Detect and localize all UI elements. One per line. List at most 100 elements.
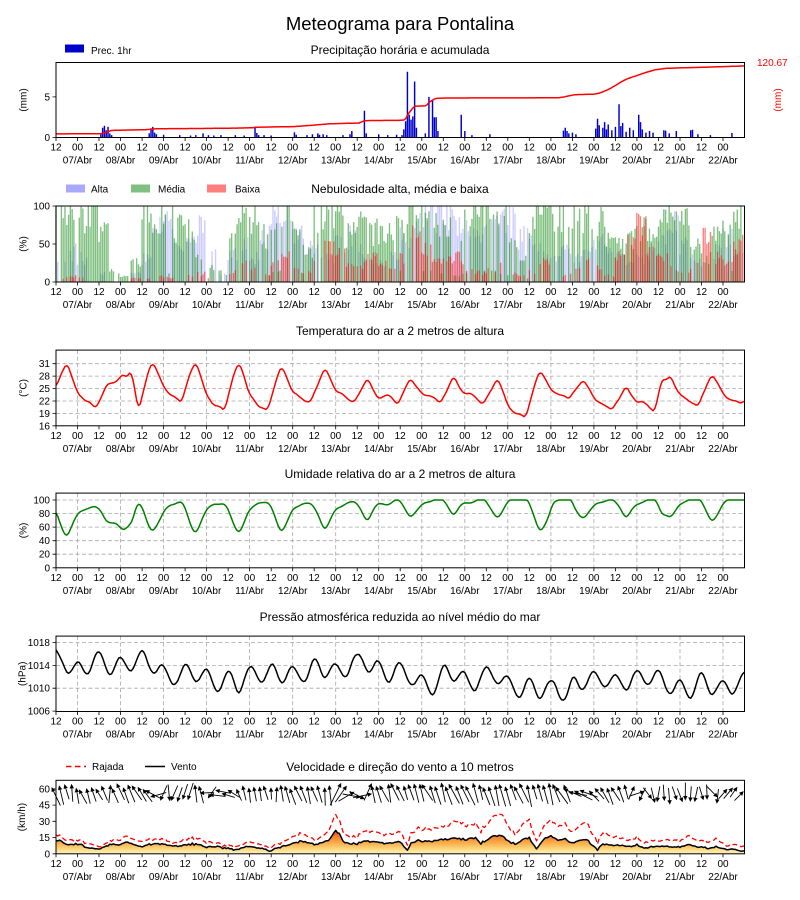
svg-text:00: 00 bbox=[631, 859, 643, 870]
svg-text:120.67: 120.67 bbox=[757, 58, 788, 69]
svg-text:00: 00 bbox=[588, 143, 600, 154]
svg-text:(hPa): (hPa) bbox=[18, 662, 29, 686]
svg-text:12: 12 bbox=[309, 431, 321, 442]
svg-text:12: 12 bbox=[180, 431, 192, 442]
svg-text:13/Abr: 13/Abr bbox=[321, 586, 351, 597]
svg-text:17/Abr: 17/Abr bbox=[493, 300, 523, 311]
svg-text:12: 12 bbox=[352, 573, 364, 584]
svg-text:100: 100 bbox=[33, 496, 50, 507]
svg-text:Vento: Vento bbox=[171, 762, 197, 773]
svg-text:00: 00 bbox=[631, 573, 643, 584]
svg-text:00: 00 bbox=[158, 431, 170, 442]
svg-text:10/Abr: 10/Abr bbox=[192, 730, 222, 741]
svg-text:09/Abr: 09/Abr bbox=[149, 586, 179, 597]
svg-text:12: 12 bbox=[610, 717, 622, 728]
svg-text:0: 0 bbox=[44, 849, 50, 860]
svg-text:10/Abr: 10/Abr bbox=[192, 300, 222, 311]
svg-text:21/Abr: 21/Abr bbox=[665, 444, 695, 455]
svg-text:09/Abr: 09/Abr bbox=[149, 730, 179, 741]
svg-text:Média: Média bbox=[158, 185, 186, 196]
svg-text:12: 12 bbox=[524, 431, 536, 442]
svg-text:12: 12 bbox=[653, 287, 665, 298]
svg-text:Prec. 1hr: Prec. 1hr bbox=[91, 46, 132, 57]
svg-text:14/Abr: 14/Abr bbox=[364, 872, 394, 883]
svg-text:00: 00 bbox=[631, 287, 643, 298]
svg-text:11/Abr: 11/Abr bbox=[235, 444, 264, 455]
svg-text:12: 12 bbox=[696, 573, 708, 584]
svg-text:12: 12 bbox=[696, 859, 708, 870]
svg-text:12: 12 bbox=[395, 287, 407, 298]
svg-text:18/Abr: 18/Abr bbox=[536, 730, 566, 741]
svg-text:00: 00 bbox=[459, 287, 471, 298]
svg-text:00: 00 bbox=[674, 143, 686, 154]
svg-text:17/Abr: 17/Abr bbox=[493, 156, 523, 167]
svg-text:11/Abr: 11/Abr bbox=[235, 586, 264, 597]
svg-text:12: 12 bbox=[481, 859, 493, 870]
svg-text:00: 00 bbox=[115, 717, 127, 728]
svg-text:12: 12 bbox=[137, 431, 149, 442]
svg-text:00: 00 bbox=[459, 573, 471, 584]
svg-text:21/Abr: 21/Abr bbox=[665, 586, 695, 597]
svg-text:00: 00 bbox=[416, 143, 428, 154]
svg-text:00: 00 bbox=[201, 717, 213, 728]
svg-text:00: 00 bbox=[373, 859, 385, 870]
svg-text:00: 00 bbox=[72, 859, 84, 870]
svg-text:12/Abr: 12/Abr bbox=[278, 156, 308, 167]
svg-text:12: 12 bbox=[610, 573, 622, 584]
svg-text:07/Abr: 07/Abr bbox=[63, 444, 93, 455]
svg-text:12: 12 bbox=[137, 859, 149, 870]
svg-text:12: 12 bbox=[438, 573, 450, 584]
svg-text:Alta: Alta bbox=[91, 185, 109, 196]
svg-text:5: 5 bbox=[44, 92, 50, 103]
svg-text:00: 00 bbox=[545, 573, 557, 584]
svg-text:12: 12 bbox=[524, 859, 536, 870]
svg-text:12: 12 bbox=[481, 717, 493, 728]
svg-text:21/Abr: 21/Abr bbox=[665, 730, 695, 741]
svg-text:00: 00 bbox=[502, 287, 514, 298]
svg-text:00: 00 bbox=[674, 717, 686, 728]
svg-text:12: 12 bbox=[696, 287, 708, 298]
svg-text:80: 80 bbox=[39, 509, 51, 520]
svg-text:08/Abr: 08/Abr bbox=[106, 872, 136, 883]
svg-text:Baixa: Baixa bbox=[235, 185, 260, 196]
svg-text:00: 00 bbox=[244, 143, 256, 154]
svg-text:10/Abr: 10/Abr bbox=[192, 444, 222, 455]
svg-text:0: 0 bbox=[44, 278, 50, 289]
svg-text:12: 12 bbox=[309, 859, 321, 870]
svg-text:12: 12 bbox=[93, 573, 105, 584]
svg-text:17/Abr: 17/Abr bbox=[493, 730, 523, 741]
svg-text:14/Abr: 14/Abr bbox=[364, 300, 394, 311]
svg-text:45: 45 bbox=[39, 801, 51, 812]
svg-text:12: 12 bbox=[696, 431, 708, 442]
svg-text:12: 12 bbox=[352, 143, 364, 154]
svg-text:07/Abr: 07/Abr bbox=[63, 586, 93, 597]
svg-text:00: 00 bbox=[545, 859, 557, 870]
svg-text:12/Abr: 12/Abr bbox=[278, 300, 308, 311]
svg-text:12: 12 bbox=[438, 287, 450, 298]
svg-text:(%): (%) bbox=[19, 236, 30, 252]
svg-text:00: 00 bbox=[588, 859, 600, 870]
svg-text:12: 12 bbox=[610, 143, 622, 154]
svg-text:00: 00 bbox=[631, 143, 643, 154]
svg-text:00: 00 bbox=[502, 573, 514, 584]
svg-text:Temperatura do ar a 2 metros d: Temperatura do ar a 2 metros de altura bbox=[296, 324, 504, 338]
svg-text:20/Abr: 20/Abr bbox=[622, 586, 652, 597]
svg-text:21/Abr: 21/Abr bbox=[665, 872, 695, 883]
svg-text:12: 12 bbox=[438, 859, 450, 870]
svg-text:00: 00 bbox=[588, 573, 600, 584]
svg-text:12: 12 bbox=[653, 143, 665, 154]
svg-text:09/Abr: 09/Abr bbox=[149, 872, 179, 883]
svg-text:Umidade relativa do ar a 2 met: Umidade relativa do ar a 2 metros de alt… bbox=[285, 467, 516, 481]
svg-text:00: 00 bbox=[373, 573, 385, 584]
svg-text:00: 00 bbox=[545, 287, 557, 298]
svg-text:00: 00 bbox=[373, 287, 385, 298]
svg-text:00: 00 bbox=[459, 143, 471, 154]
svg-text:12: 12 bbox=[266, 143, 278, 154]
svg-text:00: 00 bbox=[459, 717, 471, 728]
svg-text:00: 00 bbox=[330, 431, 342, 442]
svg-text:00: 00 bbox=[502, 717, 514, 728]
svg-text:00: 00 bbox=[631, 717, 643, 728]
svg-text:12: 12 bbox=[180, 143, 192, 154]
svg-text:00: 00 bbox=[72, 143, 84, 154]
svg-text:09/Abr: 09/Abr bbox=[149, 444, 179, 455]
